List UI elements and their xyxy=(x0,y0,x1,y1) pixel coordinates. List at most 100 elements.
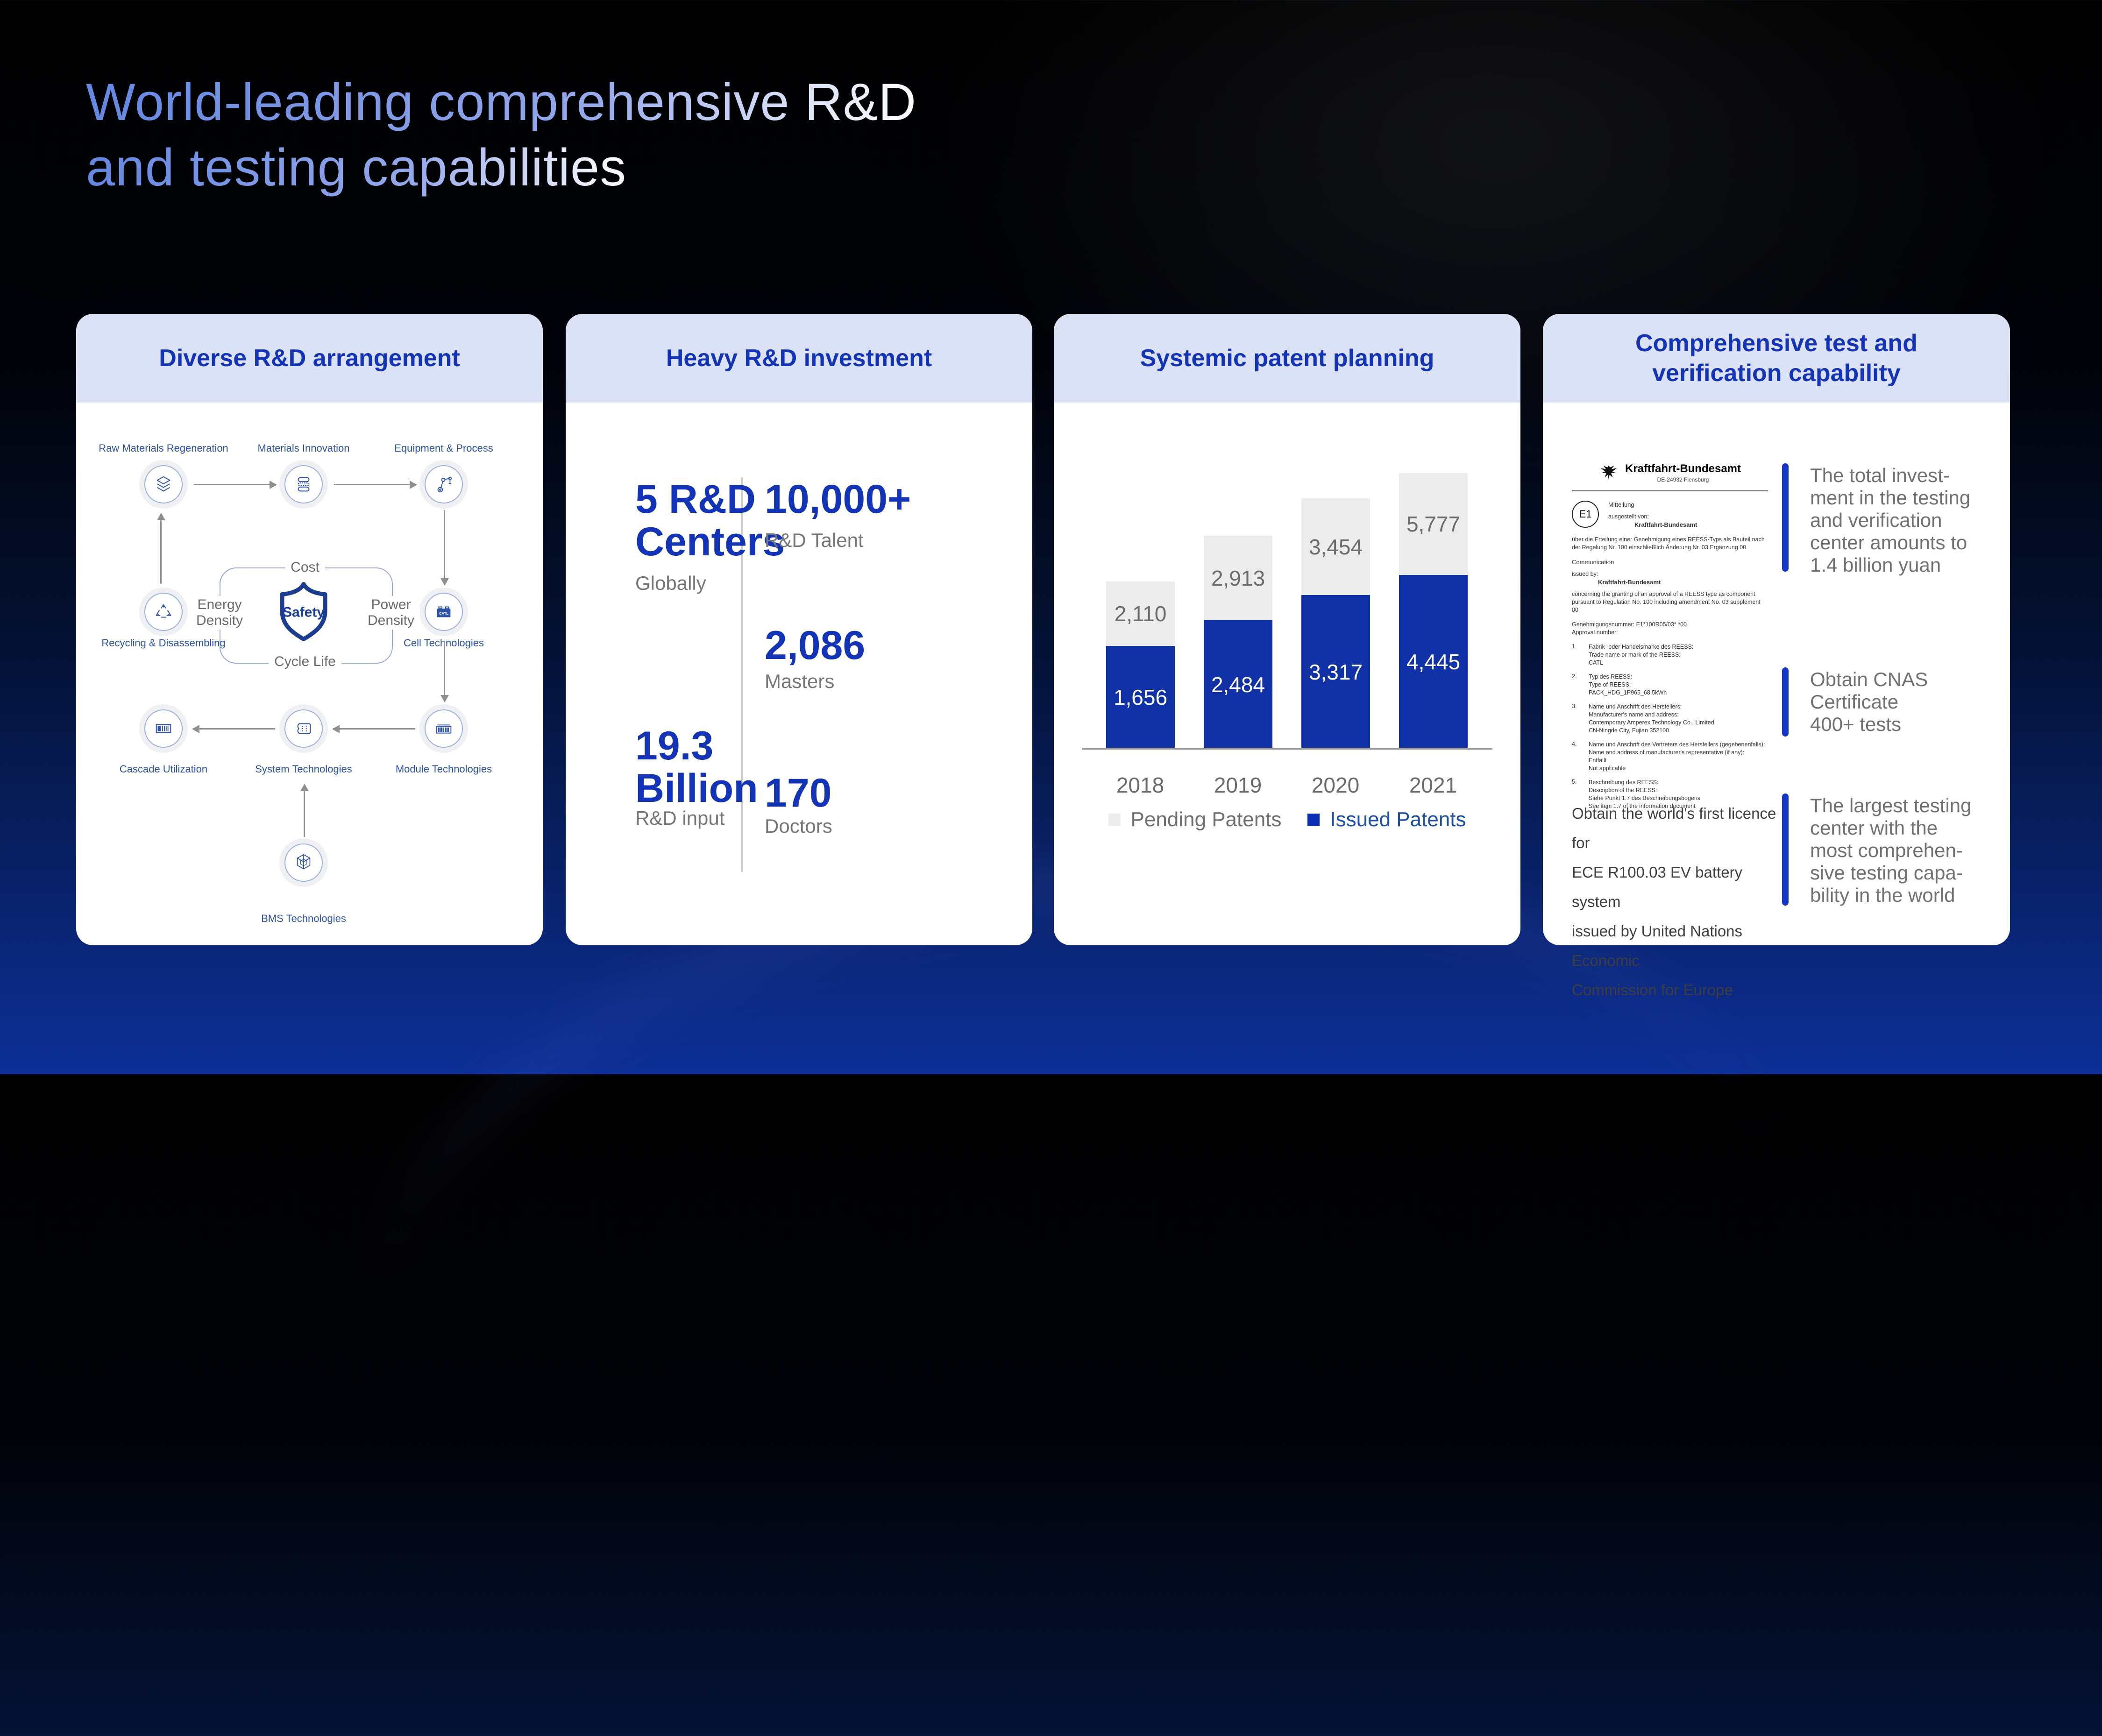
pack-icon xyxy=(284,709,323,748)
bullet-cnas: Obtain CNAS Certificate 400+ tests xyxy=(1810,668,1928,735)
label-system: System Technologies xyxy=(255,763,352,775)
chart-legend: Pending Patents Issued Patents xyxy=(1054,808,1520,831)
card-rd-arrangement-header: Diverse R&D arrangement xyxy=(76,314,543,403)
recycling-node xyxy=(139,588,188,636)
certificate-document: Kraftfahrt-Bundesamt DE-24932 Flensburg … xyxy=(1572,462,1768,810)
label-recycling: Recycling & Disassembling xyxy=(101,637,226,649)
system-node xyxy=(279,704,328,753)
module-icon xyxy=(425,709,463,748)
card-rd-investment-header: Heavy R&D investment xyxy=(566,314,1032,403)
stat-rd-talent-label: R&D Talent xyxy=(765,529,864,551)
bar-2018-pending-segment: 2,110 xyxy=(1106,581,1175,646)
bar-2019-issued-value: 2,484 xyxy=(1211,672,1265,697)
legend-pending-label: Pending Patents xyxy=(1130,808,1282,831)
label-cost: Cost xyxy=(285,559,325,576)
bar-2021: 5,777 4,445 xyxy=(1399,473,1468,749)
safety-shield-icon: Safety xyxy=(274,581,333,645)
label-power-density: Power Density xyxy=(362,596,420,630)
bar-2019: 2,913 2,484 xyxy=(1204,536,1272,749)
x-tick-2018: 2018 xyxy=(1116,773,1165,797)
shield-label: Safety xyxy=(283,605,325,620)
label-module: Module Technologies xyxy=(395,763,492,775)
label-raw-materials: Raw Materials Regeneration xyxy=(99,442,228,454)
stat-masters: 2,086 xyxy=(765,623,866,668)
card-test-capability-header: Comprehensive test and verification capa… xyxy=(1543,314,2010,403)
certificate-header: Kraftfahrt-Bundesamt DE-24932 Flensburg xyxy=(1572,462,1768,483)
bar-2020: 3,454 3,317 xyxy=(1301,498,1370,749)
certificate-item-5: 5. Beschreibung des REESS: Description of… xyxy=(1572,779,1701,809)
label-equipment-process: Equipment & Process xyxy=(394,442,493,454)
bar-2018: 2,110 1,656 xyxy=(1106,581,1175,749)
x-tick-2019: 2019 xyxy=(1214,773,1262,797)
card-header-title-line-1: Comprehensive test and xyxy=(1635,330,1917,357)
bms-node xyxy=(279,838,328,887)
cascade-node xyxy=(139,704,188,753)
layers-icon xyxy=(144,465,183,503)
legend-issued-label: Issued Patents xyxy=(1330,808,1466,831)
x-axis xyxy=(1082,748,1492,750)
arrow-down-icon xyxy=(444,510,445,585)
module-node xyxy=(419,704,468,753)
legend-issued-swatch xyxy=(1307,814,1320,826)
stats-divider xyxy=(741,477,743,872)
bar-2019-pending-segment: 2,913 xyxy=(1204,536,1272,620)
recycle-icon xyxy=(144,593,183,631)
bar-2021-pending-value: 5,777 xyxy=(1406,512,1461,536)
certificate-emark-block: E1 Mitteilung ausgestellt von: Kraftfahr… xyxy=(1572,501,1768,529)
legend-pending-swatch xyxy=(1108,814,1121,826)
stat-doctors: 170 xyxy=(765,771,832,815)
card-header-title: Diverse R&D arrangement xyxy=(159,345,460,372)
electrode-stack-icon xyxy=(284,465,323,503)
label-materials-innovation: Materials Innovation xyxy=(257,442,350,454)
card-rd-arrangement: Diverse R&D arrangement Raw Materials Re… xyxy=(76,314,543,945)
label-bms: BMS Technologies xyxy=(261,913,346,924)
container-icon xyxy=(144,709,183,748)
bullet-accent-bar xyxy=(1782,667,1789,737)
page-title-line-1: World-leading comprehensive R&D xyxy=(86,70,916,135)
certificate-issued-by-de-label: ausgestellt von: xyxy=(1608,513,1649,520)
certificate-notice-en: Communication xyxy=(1572,559,1614,566)
arrow-down-icon xyxy=(444,641,445,701)
cube-icon xyxy=(284,843,323,882)
bar-2021-issued-segment: 4,445 xyxy=(1399,575,1468,749)
stat-rd-centers-label: Globally xyxy=(635,572,706,594)
label-cascade: Cascade Utilization xyxy=(119,763,208,775)
card-patent-planning: Systemic patent planning 2,110 1,656 2,9… xyxy=(1054,314,1520,945)
arrow-up-icon xyxy=(304,785,305,837)
bar-2018-pending-value: 2,110 xyxy=(1114,602,1167,626)
bar-2021-pending-segment: 5,777 xyxy=(1399,473,1468,575)
bullet-largest-center: The largest testing center with the most c… xyxy=(1810,794,1972,906)
arrow-right-icon xyxy=(194,484,276,485)
certificate-issued-by-en-value: Kraftfahrt-Bundesamt xyxy=(1598,579,1661,586)
bar-2020-issued-segment: 3,317 xyxy=(1301,595,1370,749)
bullet-investment: The total invest-ment in the testing and … xyxy=(1810,464,1971,576)
card-header-title-line-2: verification capability xyxy=(1652,360,1901,387)
bar-2020-issued-value: 3,317 xyxy=(1308,659,1363,684)
card-patent-planning-header: Systemic patent planning xyxy=(1054,314,1520,403)
card-header-title: Systemic patent planning xyxy=(1140,345,1434,372)
certificate-item-4: 4. Name und Anschrift des Vertreters des… xyxy=(1572,741,1765,772)
materials-innovation-node xyxy=(279,460,328,509)
certificate-rule xyxy=(1572,490,1768,491)
bullet-accent-bar xyxy=(1782,794,1789,906)
bar-2020-pending-value: 3,454 xyxy=(1308,534,1363,559)
certificate-subject-en: concerning the granting of an approval o… xyxy=(1572,591,1761,613)
page-title-line-2: and testing capabilities xyxy=(86,135,626,200)
arrow-left-icon xyxy=(193,728,275,730)
stat-doctors-label: Doctors xyxy=(765,815,832,837)
arrow-right-icon xyxy=(334,484,416,485)
certificate-notice-de: Mitteilung xyxy=(1608,501,1634,508)
battery-icon: CATL xyxy=(425,593,463,631)
certificate-item-1: 1. Fabrik- oder Handelsmarke des REESS: T… xyxy=(1572,643,1694,666)
raw-materials-node xyxy=(139,460,188,509)
world-first-licence-text: Obtain the world's first licence for ECE … xyxy=(1572,805,1776,999)
equipment-process-node xyxy=(419,460,468,509)
arrow-left-icon xyxy=(333,728,415,730)
e1-mark-icon: E1 xyxy=(1572,501,1599,528)
slide: { "slide": { "title_lines": ["World-lead… xyxy=(0,0,2102,1074)
stat-rd-input: 19.3 Billion xyxy=(635,723,758,811)
stat-rd-talent: 10,000+ xyxy=(765,477,911,522)
stat-rd-centers: 5 R&D Centers xyxy=(635,477,785,564)
label-cycle-life: Cycle Life xyxy=(269,653,341,671)
stat-masters-label: Masters xyxy=(765,670,835,692)
